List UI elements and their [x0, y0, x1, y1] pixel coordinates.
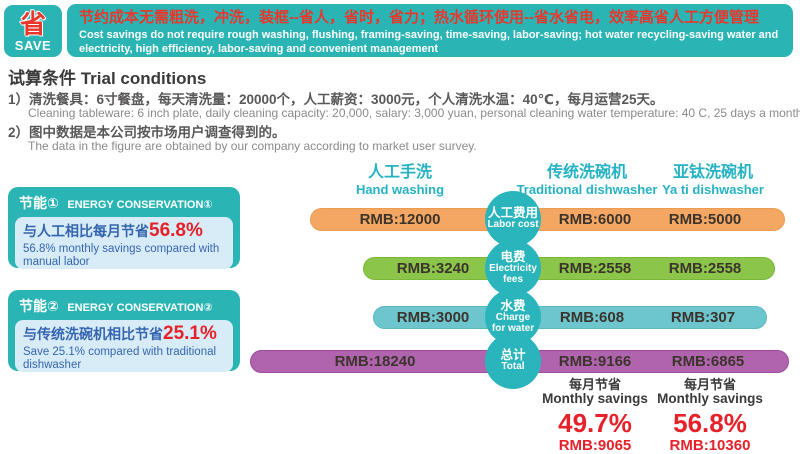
energy-box-1-title-cn: 节能① — [19, 195, 59, 211]
column-header-yati-dishwasher-cn: 亚钛洗碗机 — [672, 164, 753, 181]
energy-box-1-savings-label: 与人工相比每月节省 — [23, 223, 149, 239]
monthly-savings-traditional-en: Monthly savings — [542, 391, 648, 407]
energy-box-1-percent: 56.8% — [149, 220, 203, 241]
monthly-savings-traditional: 每月节省 Monthly savings 49.7% RMB:9065 — [542, 377, 648, 454]
energy-box-1-line-cn: 与人工相比每月节省56.8% — [23, 220, 225, 242]
bar-labor-cost — [310, 208, 785, 231]
energy-box-1: 节能① ENERGY CONSERVATION① 与人工相比每月节省56.8% … — [8, 187, 240, 269]
monthly-savings-traditional-percent: 49.7% — [558, 408, 632, 439]
monthly-savings-yati-amount: RMB:10360 — [669, 436, 751, 454]
monthly-savings-yati-percent: 56.8% — [673, 408, 747, 439]
row-badge-labor-cost-cn: 人工费用 — [487, 206, 538, 221]
energy-box-2-line-cn: 与传统洗碗机相比节省25.1% — [23, 323, 225, 345]
monthly-savings-traditional-cn: 每月节省 — [568, 377, 622, 392]
monthly-savings-yati-en: Monthly savings — [657, 391, 763, 407]
value-labor-traditional: RMB:6000 — [558, 211, 632, 228]
banner-headline-cn: 节约成本无需粗洗，冲洗，装框--省人，省时，省力；热水循环使用--省水省电，效率… — [79, 9, 759, 26]
column-header-yati-dishwasher: 亚钛洗碗机 Ya ti dishwasher — [662, 163, 764, 198]
column-header-traditional-dishwasher-en: Traditional dishwasher — [516, 182, 658, 198]
energy-box-2-header: 节能② ENERGY CONSERVATION② — [19, 296, 233, 316]
column-header-hand-washing-en: Hand washing — [355, 182, 445, 198]
save-badge: 省 SAVE — [4, 5, 62, 57]
row-badge-electricity-fees-en: Electricity fees — [489, 263, 537, 285]
condition-1-en: Cleaning tableware: 6 inch plate, daily … — [28, 106, 800, 120]
bar-electricity-fees — [363, 257, 775, 280]
energy-box-2-panel: 与传统洗碗机相比节省25.1% Save 25.1% compared with… — [15, 320, 233, 372]
row-badge-total-en: Total — [501, 361, 525, 373]
energy-box-1-header: 节能① ENERGY CONSERVATION① — [19, 193, 233, 213]
column-header-traditional-dishwasher: 传统洗碗机 Traditional dishwasher — [517, 163, 658, 198]
energy-box-2-line-en: Save 25.1% compared with traditional dis… — [23, 346, 217, 372]
row-badge-water-charge: 水费 Charge for water — [485, 289, 541, 345]
row-badge-total-cn: 总计 — [500, 348, 526, 363]
column-header-hand-washing: 人工手洗 Hand washing — [356, 163, 444, 198]
column-header-hand-washing-cn: 人工手洗 — [367, 164, 432, 181]
trial-conditions-title: 试算条件 Trial conditions — [8, 69, 207, 88]
value-water-traditional: RMB:608 — [559, 309, 625, 326]
bar-water-charge — [373, 306, 767, 329]
row-badge-electricity-fees: 电费 Electricity fees — [485, 240, 541, 296]
row-badge-labor-cost: 人工费用 Labor cost — [485, 191, 541, 247]
condition-1-cn: 1）清洗餐具：6寸餐盘，每天清洗量：20000个，人工薪资：3000元，个人清洗… — [8, 92, 664, 107]
energy-box-2-title-cn: 节能② — [19, 298, 59, 314]
value-water-hand: RMB:3000 — [396, 309, 470, 326]
value-total-yati: RMB:6865 — [671, 353, 745, 370]
value-labor-yati: RMB:5000 — [668, 211, 742, 228]
energy-box-2-savings-label: 与传统洗碗机相比节省 — [23, 326, 163, 342]
row-badge-water-charge-en: Charge for water — [491, 312, 535, 334]
column-header-yati-dishwasher-en: Ya ti dishwasher — [662, 182, 764, 198]
monthly-savings-traditional-amount: RMB:9065 — [558, 436, 632, 454]
energy-box-2-title-en: ENERGY CONSERVATION② — [67, 302, 213, 314]
condition-2-cn: 2）图中数据是本公司按市场用户调查得到的。 — [8, 125, 286, 140]
value-water-yati: RMB:307 — [670, 309, 736, 326]
save-badge-cn: 省 — [19, 8, 46, 39]
energy-box-2-percent: 25.1% — [163, 323, 217, 344]
value-electricity-hand: RMB:3240 — [396, 260, 470, 277]
save-badge-en: SAVE — [14, 37, 52, 53]
energy-box-1-line-en: 56.8% monthly savings compared with manu… — [23, 243, 220, 269]
value-labor-hand: RMB:12000 — [359, 211, 441, 228]
condition-2-en: The data in the figure are obtained by o… — [28, 139, 477, 153]
value-total-hand: RMB:18240 — [334, 353, 416, 370]
monthly-savings-yati-cn: 每月节省 — [683, 377, 737, 392]
value-electricity-yati: RMB:2558 — [668, 260, 742, 277]
row-badge-electricity-fees-cn: 电费 — [500, 249, 526, 264]
energy-box-1-title-en: ENERGY CONSERVATION① — [67, 199, 213, 211]
value-electricity-traditional: RMB:2558 — [558, 260, 632, 277]
banner-subtext-en: Cost savings do not require rough washin… — [79, 28, 779, 55]
top-banner: 节约成本无需粗洗，冲洗，装框--省人，省时，省力；热水循环使用--省水省电，效率… — [67, 4, 793, 57]
energy-box-2: 节能② ENERGY CONSERVATION② 与传统洗碗机相比节省25.1%… — [8, 290, 240, 372]
monthly-savings-yati: 每月节省 Monthly savings 56.8% RMB:10360 — [657, 377, 763, 454]
row-badge-total: 总计 Total — [485, 333, 541, 389]
value-total-traditional: RMB:9166 — [558, 353, 632, 370]
row-badge-labor-cost-en: Labor cost — [487, 219, 539, 231]
row-badge-water-charge-cn: 水费 — [500, 298, 526, 313]
energy-box-1-panel: 与人工相比每月节省56.8% 56.8% monthly savings com… — [15, 217, 233, 269]
column-header-traditional-dishwasher-cn: 传统洗碗机 — [546, 164, 627, 181]
